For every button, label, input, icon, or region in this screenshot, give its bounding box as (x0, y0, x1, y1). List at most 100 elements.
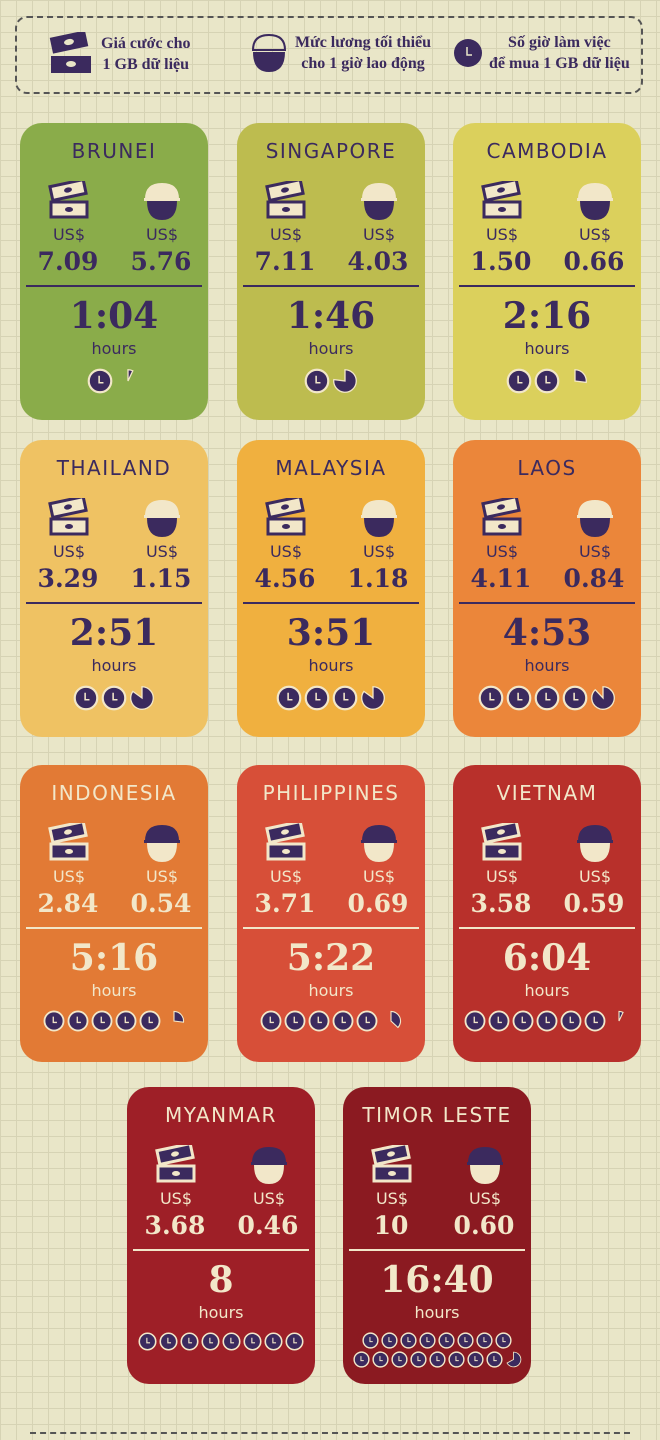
currency-label: US$ (468, 1189, 502, 1208)
data-price-value: 2.84 (37, 889, 99, 918)
hours-unit: hours (524, 656, 570, 675)
data-price-value: 4.11 (470, 564, 532, 593)
clock-icon (495, 1332, 512, 1349)
worker-helmet-icon (361, 500, 397, 537)
currency-label: US$ (485, 867, 519, 886)
worker-helmet-icon (144, 825, 180, 862)
currency-label: US$ (52, 225, 86, 244)
clock-icon (180, 1332, 199, 1351)
legend-data-price: Giá cước cho 1 GB dữ liệu (47, 32, 191, 76)
hours-value: 16:40 (380, 1259, 494, 1301)
clock-icon (308, 1010, 330, 1032)
money-icon (155, 1145, 196, 1183)
min-wage-value: 0.59 (563, 889, 625, 918)
hours-unit: hours (198, 1303, 244, 1322)
clock-icon (409, 1351, 427, 1368)
clock-icon (276, 685, 302, 711)
currency-label: US$ (252, 1189, 286, 1208)
divider (349, 1249, 525, 1251)
hours-unit: hours (91, 339, 137, 358)
clock-icon (87, 368, 113, 394)
divider (459, 602, 635, 604)
clock-row (24, 368, 204, 394)
clock-row (24, 685, 204, 711)
clock-row (241, 368, 421, 394)
clock-icon (438, 1332, 455, 1349)
currency-label: US$ (145, 225, 179, 244)
divider (459, 927, 635, 929)
worker-helmet-icon (467, 1147, 503, 1184)
data-price-value: 3.68 (144, 1211, 206, 1240)
currency-label: US$ (269, 225, 303, 244)
min-wage-value: 0.66 (563, 247, 625, 276)
partial-clock-icon (505, 1351, 521, 1368)
country-card: BRUNEI US$ US$ 7.09 5.76 1:04 hours (20, 123, 208, 420)
country-card: SINGAPORE US$ US$ 7.11 4.03 1:46 hours (237, 123, 425, 420)
clock-icon (91, 1010, 113, 1032)
clock-row (131, 1332, 311, 1351)
hours-unit: hours (524, 981, 570, 1000)
currency-label: US$ (159, 1189, 193, 1208)
divider (133, 1249, 309, 1251)
min-wage-value: 1.18 (347, 564, 409, 593)
data-price-value: 7.09 (37, 247, 99, 276)
worker-helmet-icon (144, 183, 180, 220)
country-card: PHILIPPINES US$ US$ 3.71 0.69 5:22 hours (237, 765, 425, 1062)
country-card: INDONESIA US$ US$ 2.84 0.54 5:16 hours (20, 765, 208, 1062)
clock-icon (419, 1332, 436, 1349)
country-name: SINGAPORE (265, 139, 397, 163)
country-name: CAMBODIA (486, 139, 608, 163)
hours-value: 1:46 (286, 295, 376, 337)
clock-icon (304, 685, 330, 711)
hours-unit: hours (308, 656, 354, 675)
hours-value: 2:51 (69, 612, 159, 654)
partial-clock-icon (390, 1010, 402, 1029)
hours-unit: hours (414, 1303, 460, 1322)
money-icon (481, 181, 522, 219)
data-price-value: 3.58 (470, 889, 532, 918)
country-name: TIMOR LESTE (362, 1103, 512, 1127)
clock-icon (476, 1332, 493, 1349)
clock-row (347, 1332, 527, 1368)
country-card: TIMOR LESTE US$ US$ 10 0.60 16:40 hours (343, 1087, 531, 1384)
data-price-value: 4.56 (254, 564, 316, 593)
divider (243, 927, 419, 929)
country-card: LAOS US$ US$ 4.11 0.84 4:53 hours (453, 440, 641, 737)
legend-text: Giá cước cho 1 GB dữ liệu (101, 35, 191, 73)
data-price-value: 7.11 (254, 247, 316, 276)
currency-label: US$ (145, 542, 179, 561)
currency-label: US$ (362, 225, 396, 244)
hours-unit: hours (308, 981, 354, 1000)
country-name: BRUNEI (71, 139, 157, 163)
clock-icon (512, 1010, 534, 1032)
hours-unit: hours (91, 981, 137, 1000)
worker-helmet-icon (577, 500, 613, 537)
clock-row (457, 685, 637, 711)
legend-text: Mức lương tối thiểu cho 1 giờ lao động (295, 34, 432, 72)
clock-icon (139, 1010, 161, 1032)
partial-clock-icon (333, 369, 357, 393)
divider (243, 602, 419, 604)
hours-unit: hours (308, 339, 354, 358)
currency-label: US$ (269, 867, 303, 886)
currency-label: US$ (362, 542, 396, 561)
clock-icon (506, 685, 532, 711)
currency-label: US$ (375, 1189, 409, 1208)
min-wage-value: 0.46 (237, 1211, 299, 1240)
hours-value: 8 (208, 1259, 234, 1301)
clock-icon (478, 685, 504, 711)
money-icon (48, 181, 89, 219)
clock-icon (356, 1010, 378, 1032)
country-name: PHILIPPINES (262, 781, 400, 805)
partial-clock-icon (361, 686, 385, 710)
clock-icon (362, 1332, 379, 1349)
clock-icon (115, 1010, 137, 1032)
clock-icon (534, 685, 560, 711)
country-name: MYANMAR (165, 1103, 277, 1127)
data-price-value: 1.50 (470, 247, 532, 276)
money-icon (265, 181, 306, 219)
clock-icon (485, 1351, 503, 1368)
worker-helmet-icon (361, 183, 397, 220)
country-card: MYANMAR US$ US$ 3.68 0.46 8 hours (127, 1087, 315, 1384)
clock-icon (381, 1332, 398, 1349)
